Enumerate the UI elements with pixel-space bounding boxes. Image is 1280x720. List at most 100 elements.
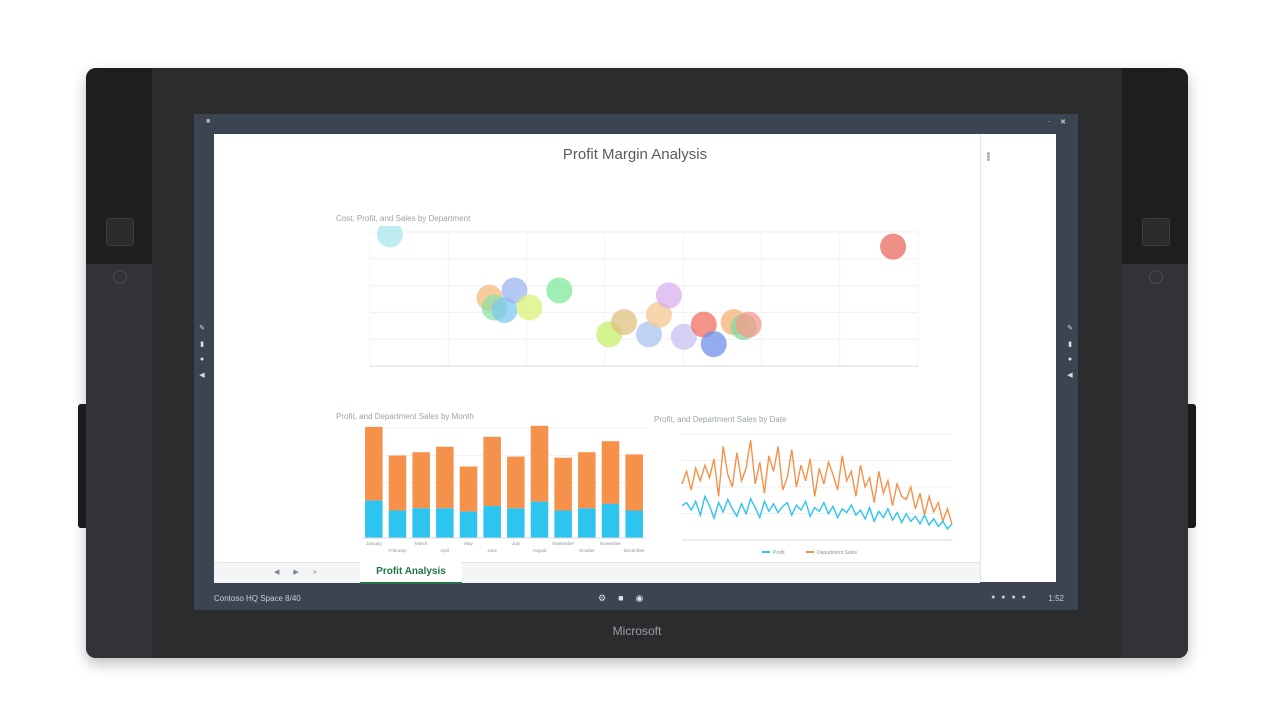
scatter-bubble[interactable]	[645, 301, 672, 328]
scatter-bubble[interactable]	[516, 294, 543, 321]
scatter-bubble[interactable]	[880, 233, 907, 260]
bar-sales-segment[interactable]	[459, 466, 478, 512]
scatter-bubble[interactable]	[735, 311, 762, 338]
clock: 1:52	[1048, 594, 1064, 603]
bar-profit-segment[interactable]	[601, 503, 620, 538]
scatter-chart[interactable]	[334, 226, 934, 384]
bar-chart-title: Profit, and Department Sales by Month	[336, 412, 474, 421]
brand-logo-text: Microsoft	[612, 624, 662, 638]
bar-category-label: February	[388, 548, 407, 553]
bar-profit-segment[interactable]	[554, 510, 572, 539]
bar-sales-segment[interactable]	[436, 446, 454, 509]
bar-category-label: October	[579, 548, 596, 553]
scatter-bubble[interactable]	[655, 282, 682, 309]
line-series-profit[interactable]	[681, 494, 953, 530]
scatter-bubble[interactable]	[690, 311, 717, 338]
legend-entry: Department Sales	[817, 550, 858, 556]
legend-swatch	[762, 551, 770, 553]
scatter-bubble[interactable]	[546, 277, 573, 304]
bar-category-label: December	[624, 548, 645, 553]
right-app-rail: ✎ ▮ ● ◀	[1064, 324, 1076, 379]
filters-pane[interactable]: ■■■	[980, 134, 1057, 582]
taskbar: Contoso HQ Space 8/40 ⚙■◉ ●●●● 1:52	[194, 588, 1078, 610]
scatter-chart-title: Cost, Profit, and Sales by Department	[336, 214, 471, 223]
bar-category-label: September	[552, 541, 575, 546]
meeting-room-label: Contoso HQ Space 8/40	[214, 594, 301, 603]
bar-category-label: March	[415, 541, 428, 546]
line-series-department-sales[interactable]	[681, 440, 953, 525]
bar-profit-segment[interactable]	[507, 508, 525, 538]
bar-profit-segment[interactable]	[365, 500, 383, 538]
app-menu-icon[interactable]: ■	[206, 118, 211, 125]
bar-sales-segment[interactable]	[601, 441, 620, 504]
bar-category-label: April	[440, 548, 449, 553]
copy-icon[interactable]: ▮	[200, 341, 204, 348]
scatter-bubble[interactable]	[635, 321, 662, 348]
right-pen-holder	[1188, 404, 1196, 528]
display-screen: ■ ‑ ✖ ✎ ▮ ● ◀ ✎ ▮ ● ◀ Profit Margin Anal…	[194, 114, 1078, 610]
window-buttons[interactable]: ‑ ✖	[1047, 119, 1070, 126]
surface-hub-device: ■ ‑ ✖ ✎ ▮ ● ◀ ✎ ▮ ● ◀ Profit Margin Anal…	[78, 68, 1196, 658]
bar-category-label: May	[464, 541, 473, 546]
left-pen-holder	[78, 404, 86, 528]
bar-profit-segment[interactable]	[388, 510, 407, 539]
sheet-tab-profit-analysis[interactable]: Profit Analysis	[360, 562, 462, 584]
bar-sales-segment[interactable]	[554, 457, 572, 511]
legend-swatch	[806, 551, 814, 553]
scatter-bubble[interactable]	[501, 277, 528, 304]
dot-icon[interactable]: ●	[199, 356, 205, 363]
bar-sales-segment[interactable]	[507, 456, 525, 509]
window-titlebar: ■ ‑ ✖	[194, 114, 1078, 132]
right-sensor-icon	[1149, 270, 1163, 284]
bar-sales-segment[interactable]	[388, 455, 407, 511]
bar-sales-segment[interactable]	[412, 452, 430, 509]
bar-sales-segment[interactable]	[578, 452, 596, 509]
pen-icon[interactable]: ✎	[199, 325, 205, 332]
bar-category-label: June	[487, 548, 497, 553]
scatter-bubble[interactable]	[611, 309, 638, 336]
bar-chart[interactable]: January February March April May June July Augu…	[332, 424, 650, 556]
back-icon[interactable]: ◀	[199, 372, 205, 379]
bar-category-label: July	[512, 541, 521, 546]
bar-profit-segment[interactable]	[436, 508, 454, 538]
legend-entry: Profit	[773, 550, 785, 556]
bar-profit-segment[interactable]	[578, 508, 596, 538]
right-camera-icon	[1142, 218, 1170, 246]
bar-sales-segment[interactable]	[483, 436, 501, 507]
bar-category-label: January	[366, 541, 383, 546]
scatter-bubble[interactable]	[670, 323, 697, 350]
left-speaker-panel	[86, 68, 152, 658]
left-app-rail: ✎ ▮ ● ◀	[196, 324, 208, 379]
scatter-bubble[interactable]	[376, 226, 403, 248]
excel-document: Profit Margin Analysis ■■■ Cost, Profit,…	[214, 134, 1057, 584]
page-title: Profit Margin Analysis	[562, 146, 708, 163]
bar-profit-segment[interactable]	[459, 511, 478, 538]
scatter-bubble[interactable]	[491, 296, 518, 323]
left-speaker-grille	[86, 264, 152, 658]
right-speaker-grille	[1122, 264, 1188, 658]
filters-pane-label: ■■■	[985, 152, 991, 162]
line-chart-title: Profit, and Department Sales by Date	[654, 415, 787, 424]
right-speaker-panel	[1122, 68, 1188, 658]
left-sensor-icon	[113, 270, 127, 284]
sheet-tab-bar: ◀▶» Profit Analysis	[214, 562, 980, 584]
pen-icon[interactable]: ✎	[1067, 325, 1073, 332]
sheet-nav-arrows[interactable]: ◀▶»	[274, 569, 331, 576]
taskbar-center-buttons[interactable]: ⚙■◉	[598, 593, 656, 603]
bar-profit-segment[interactable]	[625, 510, 643, 539]
bar-category-label: November	[600, 541, 621, 546]
system-tray-icons[interactable]: ●●●●	[991, 594, 1032, 601]
line-chart[interactable]: Profit Department Sales	[652, 428, 968, 558]
left-camera-icon	[106, 218, 134, 246]
back-icon[interactable]: ◀	[1067, 372, 1073, 379]
copy-icon[interactable]: ▮	[1068, 341, 1072, 348]
scatter-bubble[interactable]	[700, 331, 727, 358]
bar-category-label: August	[532, 548, 547, 553]
bar-profit-segment[interactable]	[483, 506, 501, 538]
bar-sales-segment[interactable]	[625, 454, 643, 511]
bar-profit-segment[interactable]	[412, 508, 430, 538]
bar-sales-segment[interactable]	[530, 425, 549, 502]
bar-sales-segment[interactable]	[365, 426, 383, 501]
bar-profit-segment[interactable]	[530, 501, 549, 538]
dot-icon[interactable]: ●	[1067, 356, 1073, 363]
